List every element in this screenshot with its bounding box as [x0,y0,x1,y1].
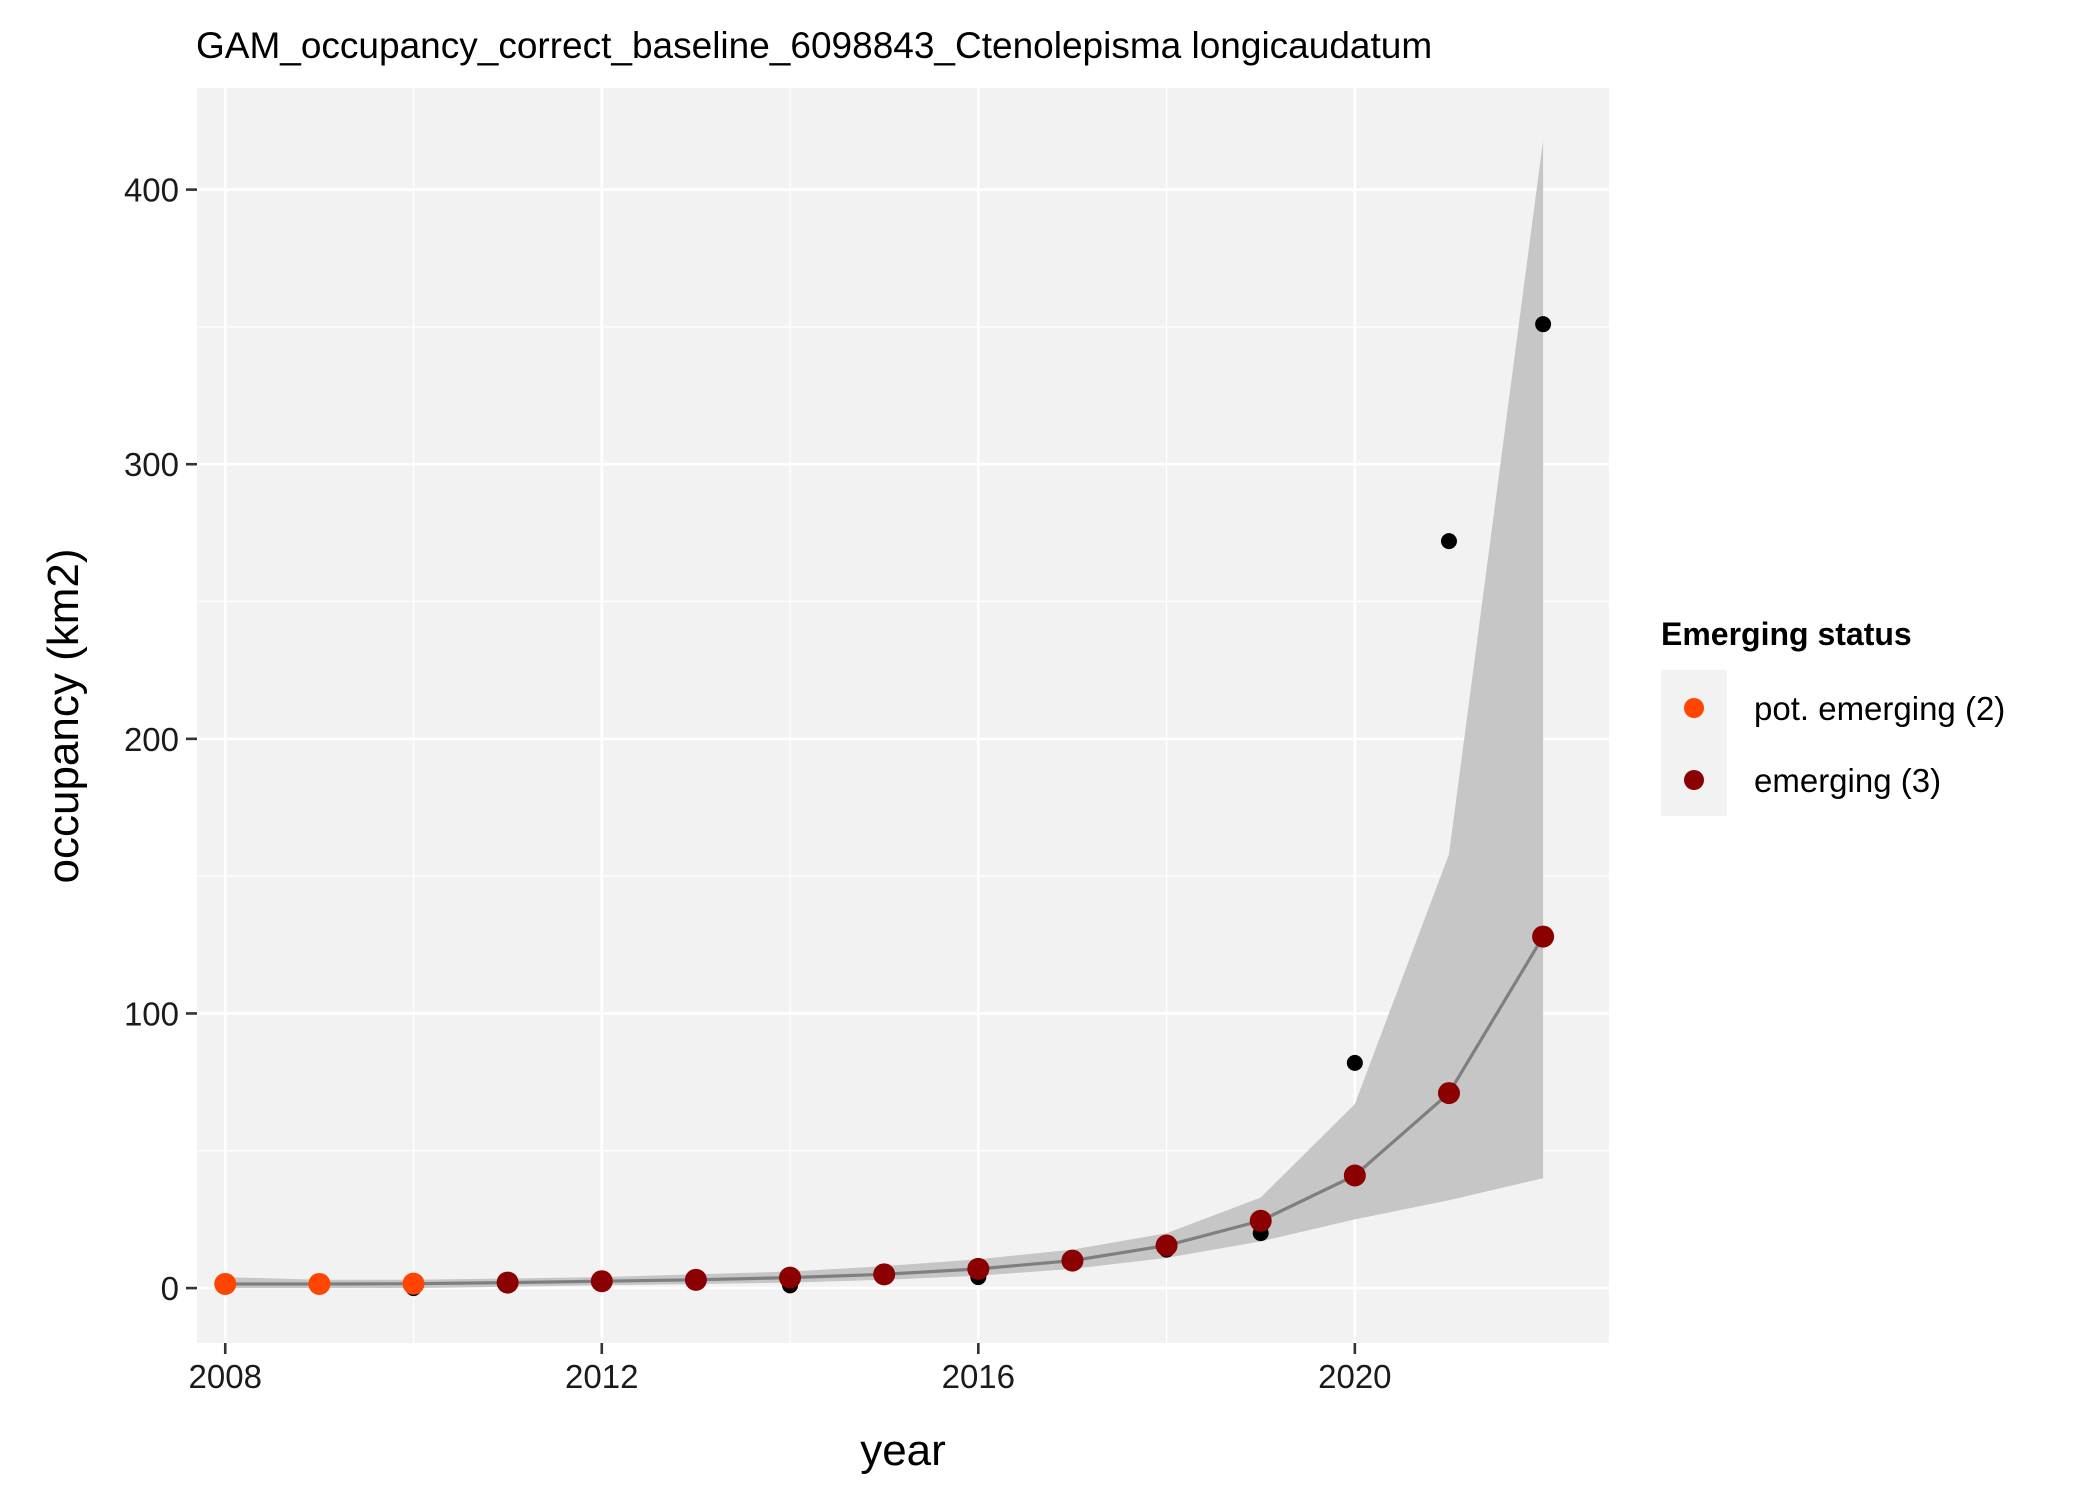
fitted-point [873,1263,896,1286]
y-tick-label: 0 [161,1270,179,1307]
y-tick-label: 100 [124,995,179,1032]
fitted-point [1437,1082,1460,1105]
observed-point [1346,1054,1363,1071]
fitted-points [214,925,1555,1295]
observed-point [1440,533,1457,550]
x-tick-label: 2020 [1318,1358,1391,1395]
legend: Emerging status pot. emerging (2) emergi… [1661,616,2005,816]
x-axis: 2008 2012 2016 2020 [189,1343,1392,1395]
legend-key-background [1661,670,1727,816]
legend-label-emerging: emerging (3) [1754,762,1941,799]
legend-title: Emerging status [1661,616,1912,652]
fitted-point [1155,1234,1178,1257]
chart-title: GAM_occupancy_correct_baseline_6098843_C… [196,25,1432,66]
y-tick-label: 400 [124,172,179,209]
x-tick-label: 2012 [565,1358,638,1395]
y-tick-label: 200 [124,721,179,758]
y-axis: 0 100 200 300 400 [124,172,197,1307]
fitted-point [496,1271,519,1294]
y-axis-title: occupancy (km2) [39,548,88,883]
x-tick-label: 2008 [189,1358,262,1395]
observed-point [1535,316,1552,333]
fitted-point [1532,925,1555,948]
legend-label-pot-emerging: pot. emerging (2) [1754,690,2005,727]
fitted-point [1343,1164,1366,1187]
legend-key-emerging [1684,770,1704,790]
fitted-point [308,1272,331,1295]
x-tick-label: 2016 [942,1358,1015,1395]
fitted-point [684,1268,707,1291]
legend-key-pot-emerging [1684,698,1704,718]
fitted-point [1249,1209,1272,1232]
fitted-point [1061,1249,1084,1272]
minor-gridlines [197,88,1609,1343]
fitted-point [779,1266,802,1289]
fitted-point [590,1270,613,1293]
confidence-band [225,140,1544,1289]
y-tick-label: 300 [124,446,179,483]
fitted-point [402,1272,425,1295]
fitted-point [967,1257,990,1280]
x-axis-title: year [860,1426,946,1475]
fitted-point [214,1272,237,1295]
